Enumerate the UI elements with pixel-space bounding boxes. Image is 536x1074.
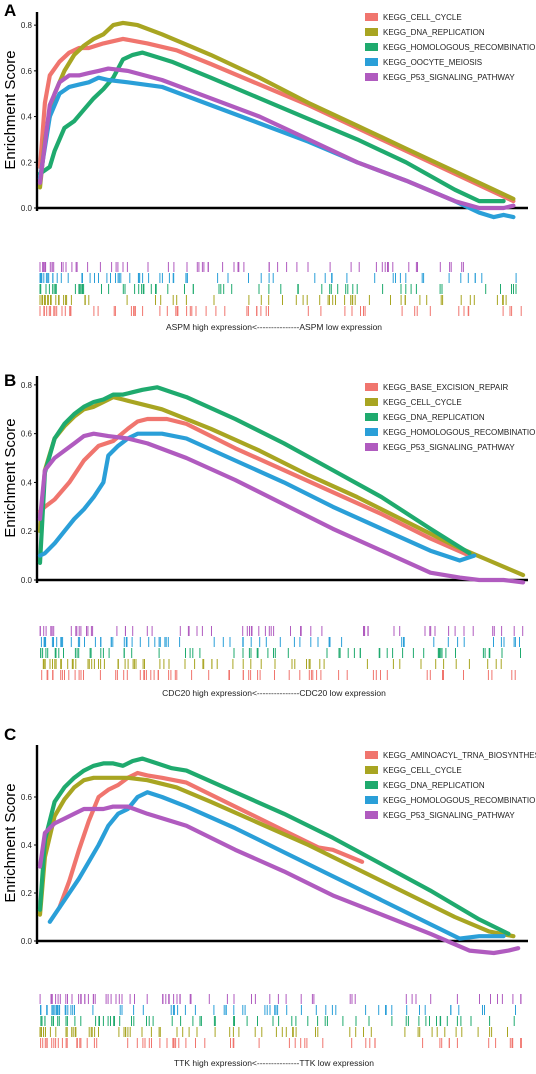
y-tick-label: 0.4	[21, 113, 33, 122]
legend-swatch	[365, 398, 378, 406]
series-line-kegg-base-excision-repair	[37, 416, 472, 558]
expression-direction-label: TTK high expression<---------------TTK l…	[174, 1058, 374, 1068]
hit-barcode	[39, 626, 524, 680]
legend-label: KEGG_HOMOLOGOUS_RECOMBINATION	[383, 796, 536, 805]
y-tick-label: 0.6	[21, 67, 33, 76]
panel-b: B Enrichment Score 0.0 0.2 0.4 0.6 0.8 KEGG_BAS…	[2, 371, 536, 698]
series-line-kegg-homologous-recombination	[37, 50, 506, 204]
legend-swatch	[365, 781, 378, 789]
legend-label: KEGG_HOMOLOGOUS_RECOMBINATION	[383, 43, 536, 52]
legend-label: KEGG_CELL_CYCLE	[383, 766, 462, 775]
y-tick-label: 0.6	[21, 793, 33, 802]
series-line-kegg-oocyte-meiosis	[37, 75, 516, 220]
y-tick-label: 0.2	[21, 889, 33, 898]
series-line-kegg-cell-cycle	[37, 775, 516, 939]
legend-swatch	[365, 443, 378, 451]
y-tick-label: 0.6	[21, 430, 33, 439]
series-line-kegg-p53-signaling-pathway	[37, 804, 521, 956]
legend-label: KEGG_CELL_CYCLE	[383, 13, 462, 22]
legend-label: KEGG_HOMOLOGOUS_RECOMBINATION	[383, 428, 536, 437]
legend-swatch	[365, 58, 378, 66]
legend-label: KEGG_AMINOACYL_TRNA_BIOSYNTHESIS	[383, 751, 536, 760]
legend-swatch	[365, 796, 378, 804]
legend-swatch	[365, 413, 378, 421]
y-tick-label: 0.2	[21, 527, 33, 536]
legend-swatch	[365, 383, 378, 391]
series-line-kegg-p53-signaling-pathway	[37, 431, 526, 585]
hit-barcode	[39, 994, 522, 1048]
legend-swatch	[365, 428, 378, 436]
legend-label: KEGG_P53_SIGNALING_PATHWAY	[383, 811, 515, 820]
panel-letter: B	[4, 371, 16, 390]
series-line-kegg-dna-replication	[37, 756, 511, 936]
series-line-kegg-homologous-recombination	[37, 431, 477, 563]
y-tick-label: 0.0	[21, 937, 33, 946]
legend-label: KEGG_DNA_REPLICATION	[383, 413, 485, 422]
y-tick-label: 0.8	[21, 21, 33, 30]
legend-swatch	[365, 43, 378, 51]
legend-swatch	[365, 751, 378, 759]
legend-swatch	[365, 28, 378, 36]
legend-swatch	[365, 73, 378, 81]
y-tick-label: 0.0	[21, 576, 33, 585]
y-axis-label: Enrichment Score	[2, 50, 19, 169]
expression-direction-label: CDC20 high expression<---------------CDC…	[162, 688, 386, 698]
y-tick-label: 0.4	[21, 841, 33, 850]
legend-swatch	[365, 766, 378, 774]
y-axis-label: Enrichment Score	[2, 783, 19, 902]
series-line-kegg-p53-signaling-pathway	[37, 66, 516, 211]
hit-barcode	[39, 262, 522, 316]
expression-direction-label: ASPM high expression<---------------ASPM…	[166, 322, 382, 332]
legend-label: KEGG_DNA_REPLICATION	[383, 28, 485, 37]
panel-c: C Enrichment Score 0.0 0.2 0.4 0.6 KEGG_AMINOA…	[2, 725, 536, 1068]
panel-a: A Enrichment Score 0.0 0.2 0.4 0.6 0.8 KEGG_CEL…	[2, 1, 536, 332]
legend-label: KEGG_P53_SIGNALING_PATHWAY	[383, 73, 515, 82]
legend-swatch	[365, 811, 378, 819]
y-tick-label: 0.8	[21, 381, 33, 390]
y-axis-label: Enrichment Score	[2, 418, 19, 537]
legend-label: KEGG_P53_SIGNALING_PATHWAY	[383, 443, 515, 452]
legend-label: KEGG_DNA_REPLICATION	[383, 781, 485, 790]
y-tick-label: 0.4	[21, 478, 33, 487]
series-line-kegg-dna-replication	[37, 385, 472, 566]
panel-letter: A	[4, 1, 16, 20]
y-tick-label: 0.0	[21, 204, 33, 213]
legend-label: KEGG_BASE_EXCISION_REPAIR	[383, 383, 508, 392]
legend-label: KEGG_OOCYTE_MEIOSIS	[383, 58, 482, 67]
y-tick-label: 0.2	[21, 158, 33, 167]
series-line-kegg-homologous-recombination	[47, 790, 506, 941]
series-line-kegg-aminoacyl-trna-biosynthesis	[57, 770, 365, 910]
legend-swatch	[365, 13, 378, 21]
series-line-kegg-dna-replication	[37, 20, 516, 201]
panel-letter: C	[4, 725, 16, 744]
legend-label: KEGG_CELL_CYCLE	[383, 398, 462, 407]
